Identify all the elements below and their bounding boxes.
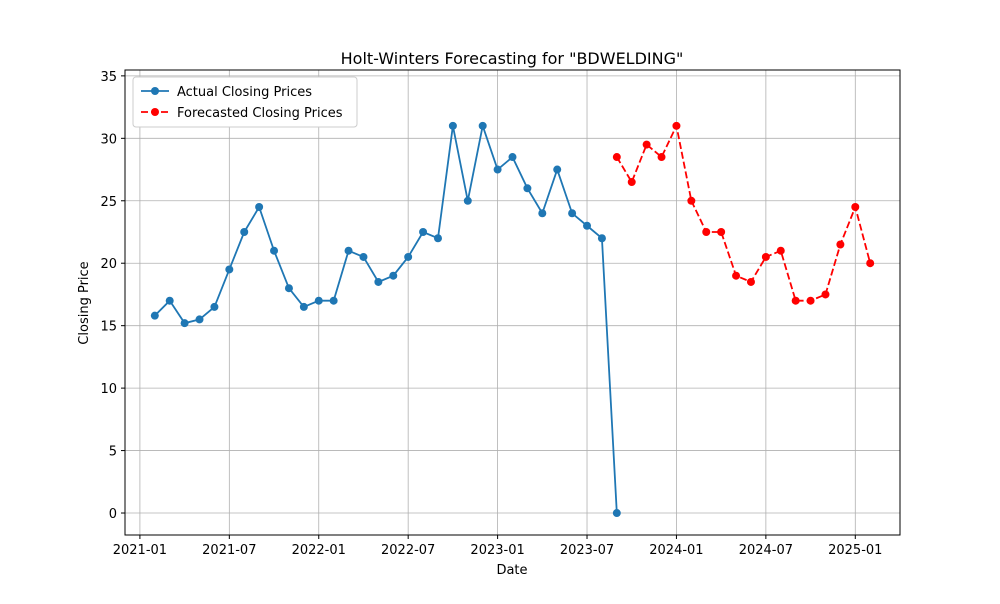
legend-label: Forecasted Closing Prices: [177, 106, 343, 121]
data-point: [612, 509, 621, 518]
x-tick-label: 2025-01: [828, 543, 882, 558]
data-point: [389, 271, 398, 280]
y-tick-label: 0: [109, 507, 117, 522]
data-point: [508, 153, 517, 162]
data-point: [255, 203, 264, 212]
data-point: [642, 140, 651, 149]
data-point: [791, 296, 800, 305]
data-point: [225, 265, 234, 274]
data-point: [806, 296, 815, 305]
x-tick-label: 2021-01: [113, 543, 167, 558]
x-tick-label: 2022-01: [292, 543, 346, 558]
data-point: [583, 221, 592, 230]
data-point: [761, 252, 770, 261]
data-point: [717, 227, 726, 236]
series: [612, 121, 875, 305]
legend-marker: [151, 87, 159, 95]
data-point: [478, 121, 487, 130]
x-tick-label: 2023-07: [560, 543, 614, 558]
data-point: [851, 203, 860, 212]
data-point: [448, 121, 457, 130]
data-point: [329, 296, 338, 305]
data-point: [836, 240, 845, 249]
data-point: [553, 165, 562, 174]
series: [150, 121, 621, 518]
x-tick-label: 2024-01: [649, 543, 703, 558]
data-point: [270, 246, 279, 255]
data-point: [359, 252, 368, 261]
data-point: [314, 296, 323, 305]
y-tick-label: 20: [100, 257, 117, 272]
data-point: [597, 234, 606, 243]
data-point: [568, 209, 577, 218]
data-point: [821, 290, 830, 299]
data-point: [195, 315, 204, 324]
data-point: [165, 296, 174, 305]
data-point: [210, 302, 219, 311]
data-point: [493, 165, 502, 174]
x-tick-label: 2021-07: [202, 543, 256, 558]
legend-label: Actual Closing Prices: [177, 85, 312, 100]
series-line: [154, 122, 618, 514]
data-point: [344, 246, 353, 255]
data-point: [150, 311, 159, 320]
x-tick-label: 2022-07: [381, 543, 435, 558]
data-point: [866, 259, 875, 268]
data-point: [746, 277, 755, 286]
y-tick-label: 10: [100, 382, 117, 397]
data-point: [732, 271, 741, 280]
y-axis-label: Closing Price: [77, 261, 92, 344]
data-point: [627, 178, 636, 187]
y-tick-label: 5: [109, 445, 117, 460]
y-tick-label: 35: [100, 70, 117, 85]
data-point: [284, 284, 293, 293]
data-point: [657, 153, 666, 162]
y-tick-label: 15: [100, 320, 117, 335]
data-point: [240, 227, 249, 236]
data-point: [404, 252, 413, 261]
chart-title: Holt-Winters Forecasting for "BDWELDING": [341, 49, 684, 68]
data-point: [776, 246, 785, 255]
data-point: [523, 184, 532, 193]
data-point: [374, 277, 383, 286]
data-point: [687, 196, 696, 205]
x-tick-label: 2024-07: [739, 543, 793, 558]
y-tick-label: 30: [100, 132, 117, 147]
data-point: [702, 227, 711, 236]
data-point: [538, 209, 547, 218]
x-axis-label: Date: [496, 563, 527, 578]
data-point: [299, 302, 308, 311]
legend-box: [132, 76, 358, 128]
data-point: [463, 196, 472, 205]
data-point: [433, 234, 442, 243]
x-tick-label: 2023-01: [470, 543, 524, 558]
data-point: [419, 227, 428, 236]
data-point: [672, 121, 681, 130]
y-tick-label: 25: [100, 195, 117, 210]
legend: Actual Closing Prices Forecasted Closing …: [132, 76, 358, 128]
plot-frame: [124, 69, 901, 536]
data-point: [180, 319, 189, 328]
legend-marker: [151, 108, 159, 116]
data-point: [612, 153, 621, 162]
